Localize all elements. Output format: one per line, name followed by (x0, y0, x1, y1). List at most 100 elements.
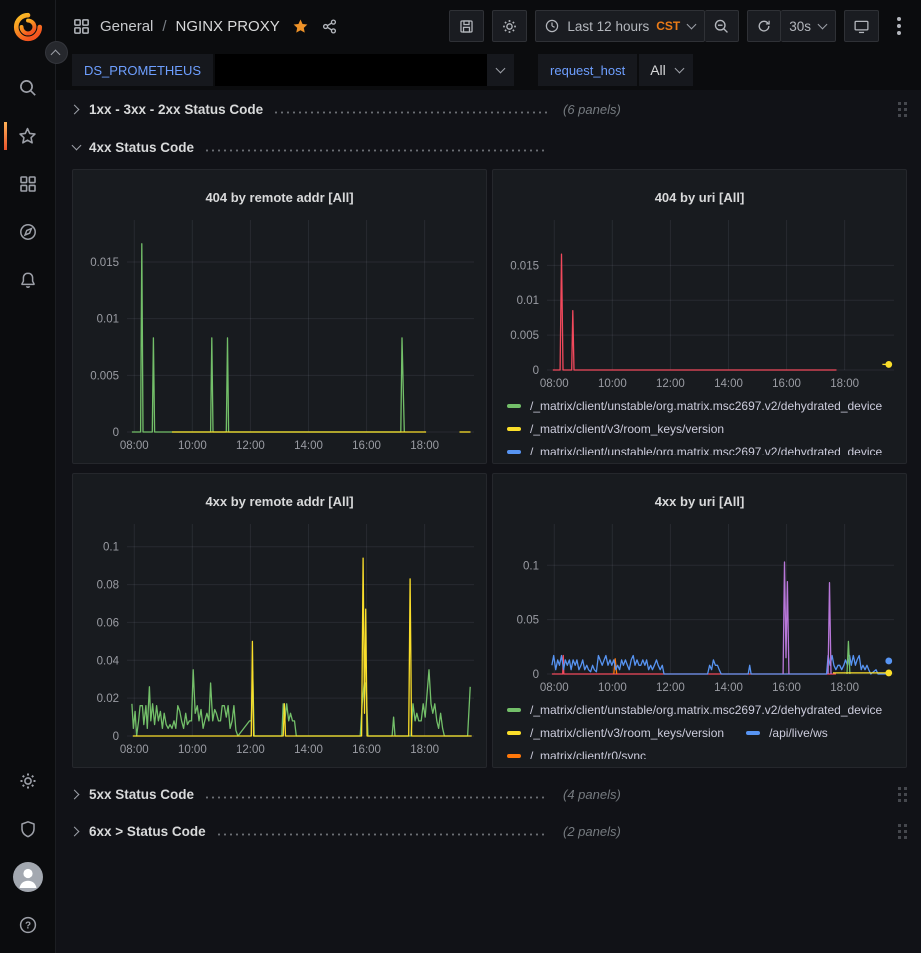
more-options-kebab-icon[interactable] (891, 13, 907, 39)
legend-label: /_matrix/client/v3/room_keys/version (530, 422, 725, 437)
svg-text:10:00: 10:00 (598, 682, 627, 694)
refresh-interval-label: 30s (789, 18, 811, 34)
breadcrumb: General / NGINX PROXY (72, 17, 280, 36)
breadcrumb-folder[interactable]: General (100, 17, 154, 35)
series-end-dot (885, 669, 893, 676)
row-header-6xx[interactable]: 6xx > Status Code (2 panels) (72, 818, 907, 844)
svg-text:0: 0 (533, 365, 539, 377)
svg-text:?: ? (24, 921, 30, 932)
server-admin-shield-icon[interactable] (4, 808, 52, 850)
chart-canvas: 08:00 10:00 12:00 14:00 16:00 18:00 0 0.005 0.01… (510, 219, 894, 390)
chevron-down-icon (687, 22, 696, 31)
legend-label: /_matrix/client/unstable/org.matrix.msc2… (530, 445, 883, 455)
legend-item[interactable]: /_matrix/client/v3/room_keys/version (507, 422, 724, 436)
row-collapse-chevron-icon (72, 827, 81, 836)
svg-text:18:00: 18:00 (410, 440, 439, 452)
timeseries-chart[interactable]: 08:00 10:00 12:00 14:00 16:00 18:00 0 0.005 0.01… (501, 219, 898, 392)
chart-canvas: 08:00 10:00 12:00 14:00 16:00 18:00 0 0.05 0.1 (517, 523, 894, 694)
favorite-star-icon[interactable] (292, 18, 309, 35)
legend-item[interactable]: /_matrix/client/unstable/org.matrix.msc2… (507, 703, 882, 717)
svg-text:0.01: 0.01 (517, 295, 539, 307)
timeseries-chart[interactable]: 08:00 10:00 12:00 14:00 16:00 18:00 0 0.02 0.04 0… (81, 523, 478, 758)
panel-title[interactable]: 404 by remote addr [All] (205, 189, 354, 205)
row-header-5xx[interactable]: 5xx Status Code (4 panels) (72, 781, 907, 807)
legend-swatch-icon (507, 754, 521, 759)
svg-text:14:00: 14:00 (714, 378, 743, 390)
dashboard-variables-bar: DS_PROMETHEUS request_host All (56, 52, 921, 90)
user-profile-avatar[interactable] (4, 856, 52, 898)
dashboard-canvas: 1xx - 3xx - 2xx Status Code (6 panels) 4 (56, 90, 921, 953)
search-icon[interactable] (4, 67, 52, 109)
variable-value-dropdown[interactable]: All (639, 54, 693, 86)
legend-item[interactable]: /_matrix/client/r0/sync (507, 749, 646, 759)
svg-text:0: 0 (113, 427, 119, 439)
legend-item[interactable]: /_matrix/client/unstable/org.matrix.msc2… (507, 399, 882, 413)
avatar (12, 862, 43, 892)
panel-title[interactable]: 404 by uri [All] (654, 189, 745, 205)
legend-item[interactable]: /api/live/ws (746, 726, 828, 740)
dashboards-icon[interactable] (4, 163, 52, 205)
explore-compass-icon[interactable] (4, 211, 52, 253)
series-line (846, 640, 851, 674)
refresh-controls: 30s (747, 10, 836, 42)
series-line (551, 654, 836, 675)
panel-title[interactable]: 4xx by remote addr [All] (205, 493, 354, 509)
chart-canvas: 08:00 10:00 12:00 14:00 16:00 18:00 0 0.02 0.04 0… (97, 523, 474, 756)
time-controls: Last 12 hours CST (535, 10, 740, 42)
dashboard-settings-button[interactable] (492, 10, 528, 42)
refresh-button[interactable] (747, 10, 782, 42)
refresh-interval-picker[interactable]: 30s (781, 10, 836, 42)
legend-item[interactable]: /_matrix/client/unstable/org.matrix.msc2… (507, 445, 882, 455)
variable-request-host: request_host All (538, 54, 693, 86)
row-collapse-chevron-icon (72, 105, 81, 114)
row-title: 4xx Status Code (89, 139, 195, 155)
chevron-down-icon (675, 66, 684, 75)
row-drag-handle[interactable] (898, 101, 907, 117)
save-dashboard-button[interactable] (449, 10, 485, 42)
legend-swatch-icon (507, 731, 521, 736)
panel-404-by-remote-addr: 404 by remote addr [All] 08:00 10:00 12:00… (72, 169, 487, 464)
share-icon[interactable] (321, 18, 338, 35)
zoom-out-time-button[interactable] (705, 10, 740, 42)
svg-text:0.02: 0.02 (97, 693, 119, 705)
svg-text:0.015: 0.015 (90, 257, 119, 269)
legend-label: /_matrix/client/unstable/org.matrix.msc2… (530, 399, 883, 414)
legend-item[interactable]: /_matrix/client/v3/room_keys/version (507, 726, 724, 740)
dashboard-title[interactable]: NGINX PROXY (175, 17, 280, 35)
svg-text:12:00: 12:00 (656, 682, 685, 694)
help-icon[interactable]: ? (4, 904, 52, 946)
legend-row: /_matrix/client/v3/room_keys/version (507, 418, 898, 441)
row-header-4xx[interactable]: 4xx Status Code (72, 134, 907, 160)
variable-label: request_host (538, 54, 638, 86)
grafana-logo-icon[interactable] (13, 12, 43, 42)
variable-ds-prometheus: DS_PROMETHEUS (72, 54, 515, 86)
row-dotted-leader (273, 110, 548, 114)
sidebar-expand-button[interactable] (45, 41, 68, 64)
svg-text:08:00: 08:00 (120, 440, 149, 452)
series-line (827, 581, 832, 674)
panel-4xx-by-remote-addr: 4xx by remote addr [All] 08:00 10:00 12:00… (72, 473, 487, 768)
starred-dashboards-icon[interactable] (3, 115, 52, 157)
top-navbar: General / NGINX PROXY (56, 0, 921, 52)
row-title: 5xx Status Code (89, 786, 195, 802)
row-drag-handle[interactable] (898, 786, 907, 802)
main-area: General / NGINX PROXY (56, 0, 921, 953)
row-drag-handle[interactable] (898, 823, 907, 839)
row-title: 6xx > Status Code (89, 823, 206, 839)
alerting-bell-icon[interactable] (4, 259, 52, 301)
row-panel-count: (2 panels) (563, 823, 621, 839)
variable-value-dropdown[interactable] (215, 54, 515, 86)
chevron-right-icon (51, 48, 60, 57)
time-range-picker[interactable]: Last 12 hours CST (535, 10, 706, 42)
svg-text:12:00: 12:00 (236, 744, 265, 756)
dashboard-grid-icon (74, 18, 89, 34)
svg-text:0.1: 0.1 (523, 560, 539, 572)
cycle-view-mode-button[interactable] (844, 10, 879, 42)
configuration-gear-icon[interactable] (4, 760, 52, 802)
legend-row: /_matrix/client/unstable/org.matrix.msc2… (507, 699, 898, 722)
timeseries-chart[interactable]: 08:00 10:00 12:00 14:00 16:00 18:00 0 0.05 0.1 (501, 523, 898, 696)
timeseries-chart[interactable]: 08:00 10:00 12:00 14:00 16:00 18:00 0 0.005 0.01… (81, 219, 478, 454)
svg-text:0.04: 0.04 (97, 655, 120, 667)
panel-title[interactable]: 4xx by uri [All] (654, 493, 745, 509)
row-header-1xx-3xx-2xx[interactable]: 1xx - 3xx - 2xx Status Code (6 panels) (72, 96, 907, 122)
